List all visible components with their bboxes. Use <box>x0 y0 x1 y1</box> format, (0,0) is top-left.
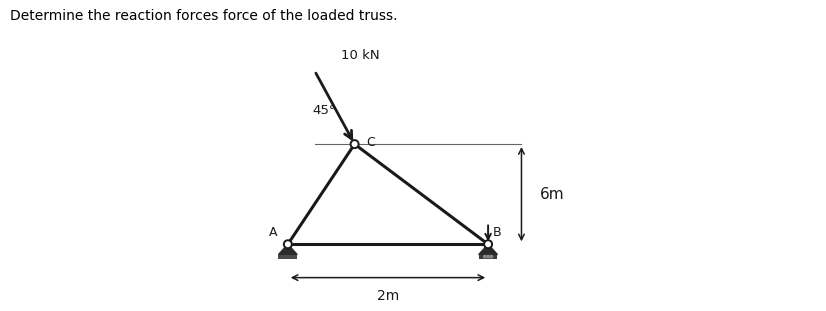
Text: 6m: 6m <box>540 187 564 202</box>
Text: C: C <box>366 136 375 149</box>
FancyBboxPatch shape <box>278 254 297 259</box>
Circle shape <box>284 240 292 248</box>
Text: B: B <box>493 226 501 239</box>
Circle shape <box>484 240 492 248</box>
Circle shape <box>487 255 489 258</box>
Polygon shape <box>278 244 297 254</box>
Text: Determine the reaction forces force of the loaded truss.: Determine the reaction forces force of t… <box>10 9 397 23</box>
Text: 2m: 2m <box>377 289 399 303</box>
Text: 10 kN: 10 kN <box>341 49 380 62</box>
Circle shape <box>350 140 358 148</box>
Text: A: A <box>269 226 278 239</box>
Text: 45°: 45° <box>313 104 336 117</box>
FancyBboxPatch shape <box>479 254 497 259</box>
Circle shape <box>483 255 486 258</box>
Circle shape <box>490 255 492 258</box>
Polygon shape <box>479 244 497 254</box>
